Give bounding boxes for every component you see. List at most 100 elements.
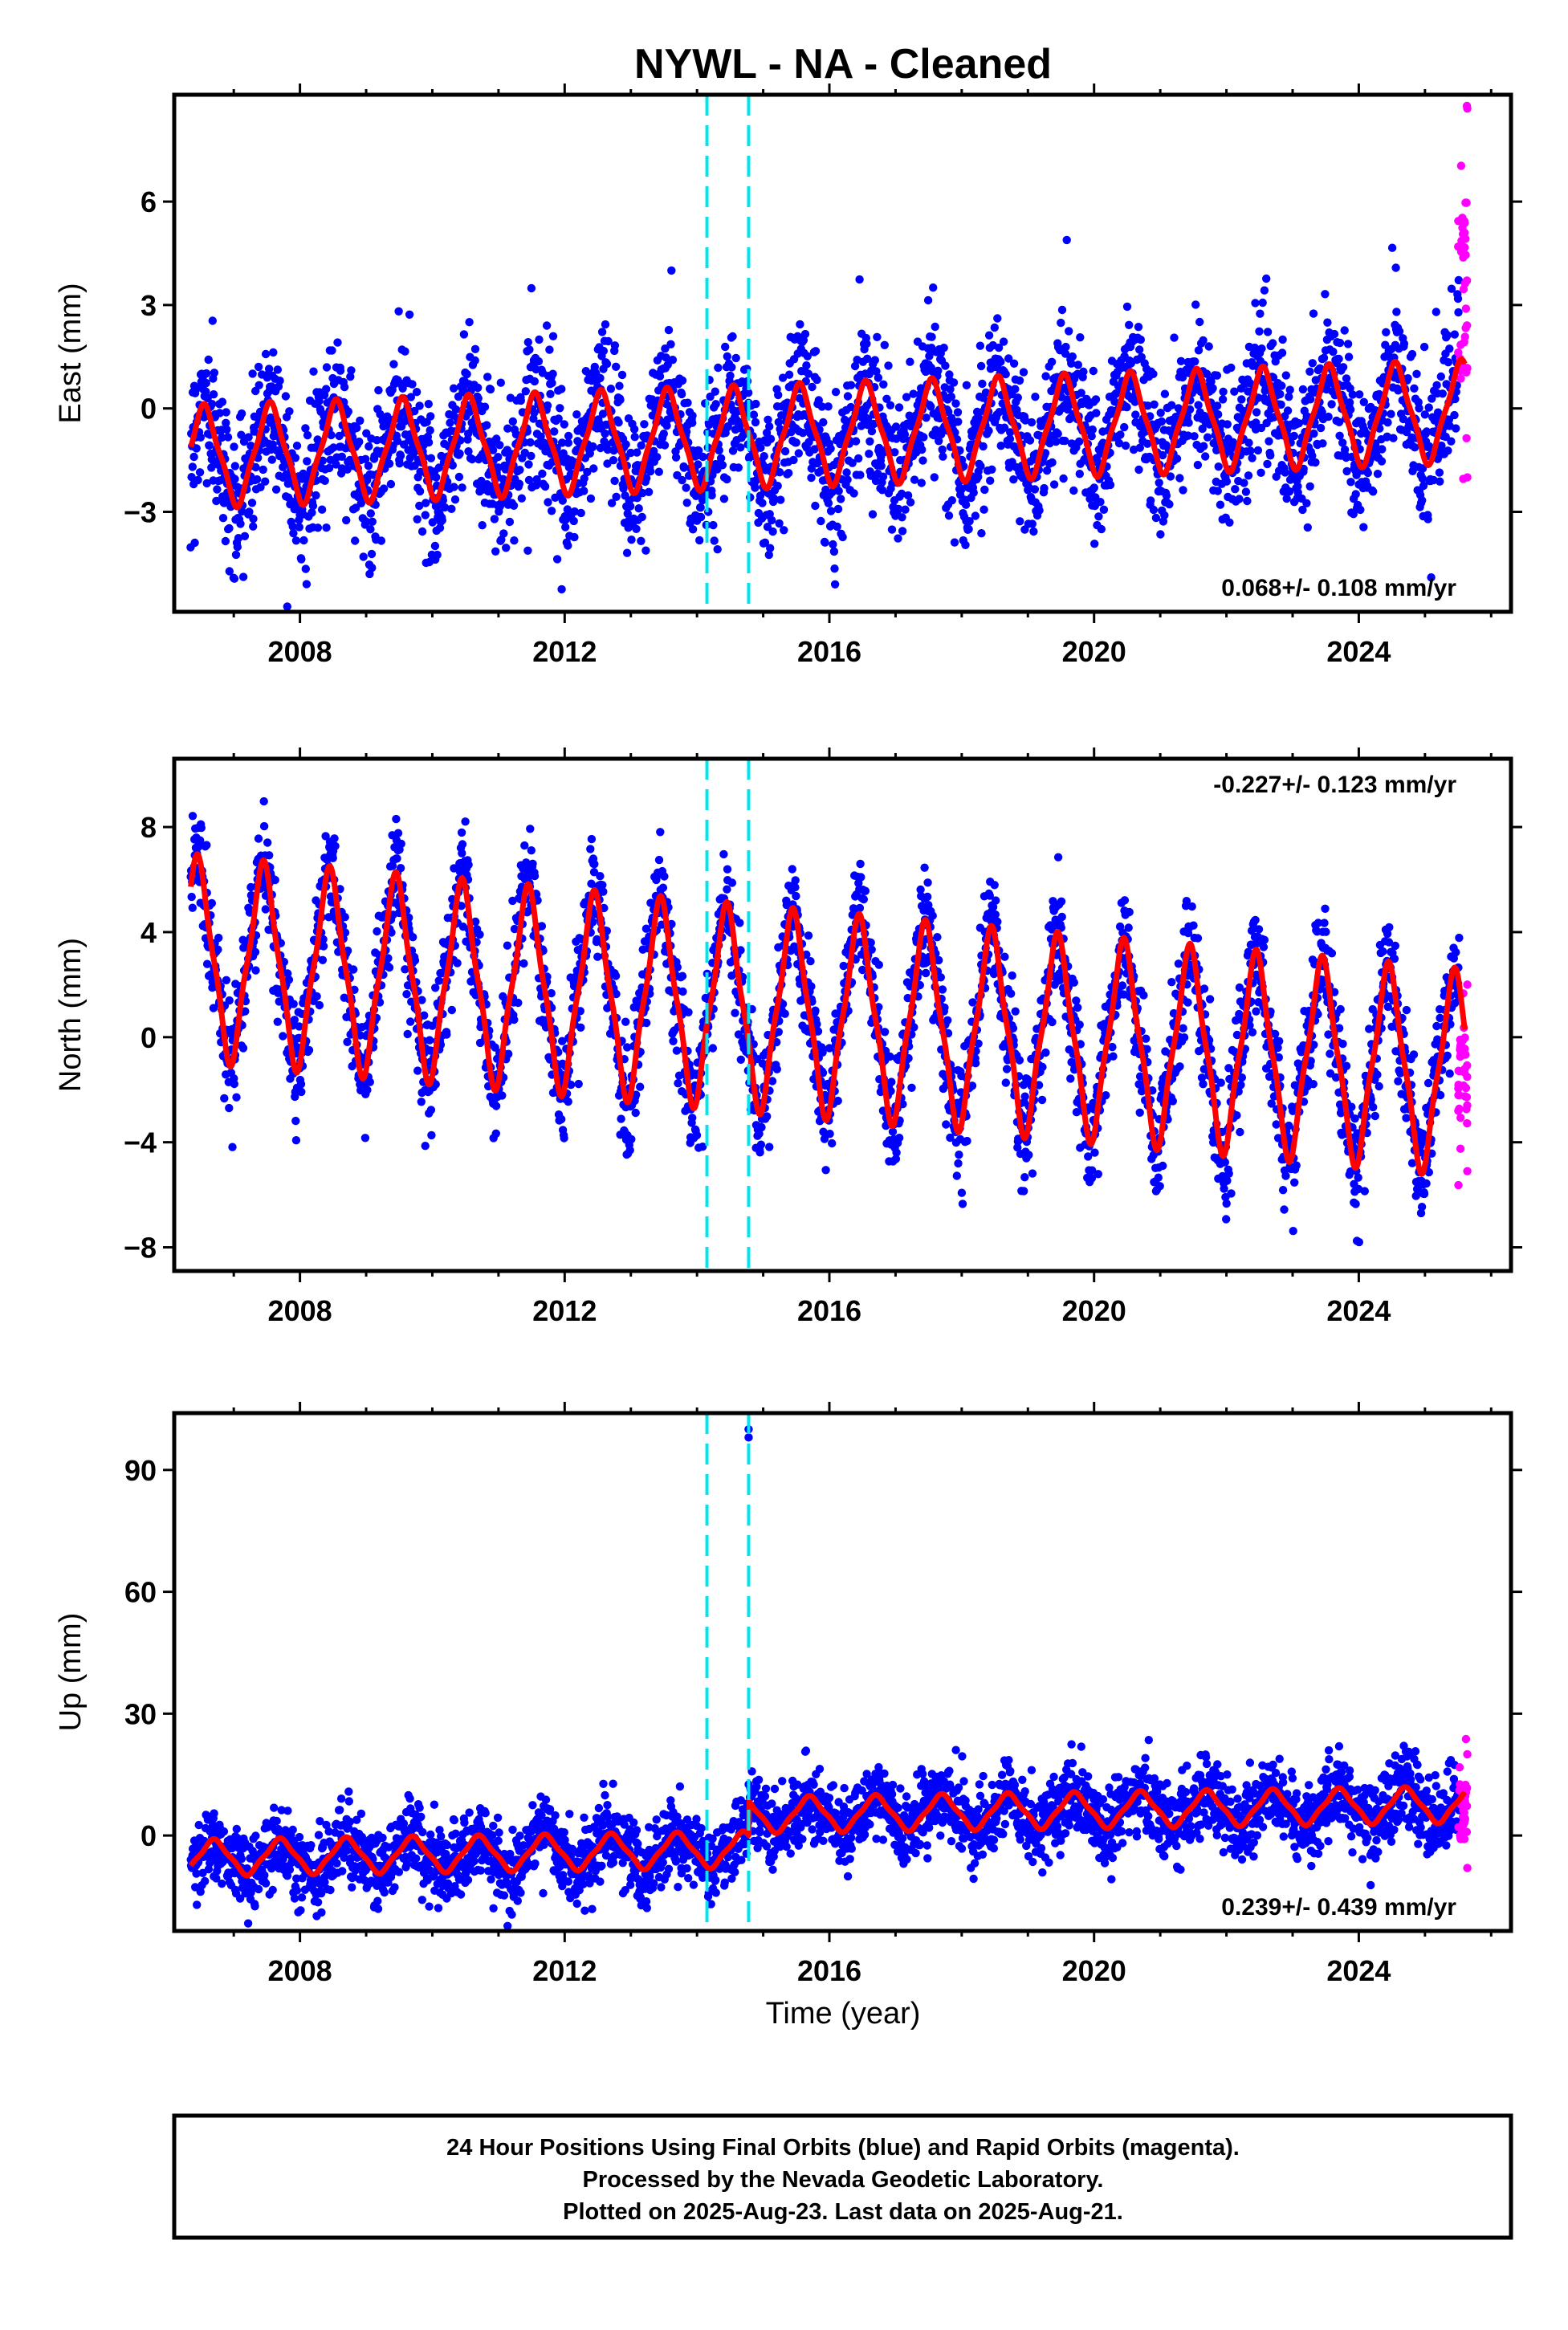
final-orbit-point [238,636,246,644]
final-orbit-point [1359,397,1369,406]
final-orbit-point [1201,452,1210,461]
final-orbit-point [1375,389,1384,399]
final-orbit-point [1184,418,1193,427]
final-orbit-point [708,1044,718,1053]
final-orbit-point [1001,369,1010,379]
final-orbit-point [1334,418,1344,426]
final-orbit-point [385,459,394,468]
final-orbit-point [410,406,419,416]
final-orbit-point [713,545,722,554]
final-orbit-point [503,424,512,433]
final-orbit-point [830,580,840,589]
final-orbit-point [1329,347,1338,356]
final-orbit-point [230,574,239,583]
final-orbit-point [1213,487,1223,495]
final-orbit-point [304,1045,314,1055]
final-orbit-point [342,515,351,525]
final-orbit-point [504,1049,513,1058]
final-orbit-point [682,483,690,492]
final-orbit-point [544,498,552,507]
final-orbit-point [711,387,719,396]
final-orbit-point [230,442,238,451]
final-orbit-point [1061,342,1070,352]
final-orbit-point [1114,438,1124,448]
final-orbit-point [527,283,536,293]
final-orbit-point [249,522,258,531]
final-orbit-point [187,892,196,902]
final-orbit-point [994,343,1004,352]
final-orbit-point [935,437,943,446]
final-orbit-point [1352,470,1361,479]
final-orbit-point [202,841,211,849]
final-orbit-point [1223,420,1232,429]
final-orbit-point [491,547,500,556]
final-orbit-point [969,488,978,497]
final-orbit-point [1176,356,1186,365]
final-orbit-point [237,430,246,439]
final-orbit-point [552,555,562,564]
final-orbit-point [330,834,339,843]
final-orbit-point [1437,441,1446,450]
final-orbit-point [626,502,635,511]
final-orbit-point [499,529,508,538]
final-orbit-point [256,483,265,491]
final-orbit-point [1009,359,1019,368]
final-orbit-point [427,1130,436,1140]
final-orbit-point [336,366,345,375]
final-orbit-point [589,442,597,451]
final-orbit-point [572,410,581,419]
final-orbit-point [368,517,377,526]
final-orbit-point [1030,485,1040,494]
final-orbit-point [653,453,662,462]
final-orbit-point [870,356,880,365]
final-orbit-point [291,454,300,462]
final-orbit-point [440,503,450,512]
final-orbit-point [900,430,910,439]
final-orbit-point [617,1114,625,1123]
final-orbit-point [829,540,837,549]
final-orbit-point [710,536,719,545]
final-orbit-point [834,487,843,495]
rapid-orbit-point [1454,242,1463,251]
final-orbit-point [1308,359,1318,368]
final-orbit-point [838,532,847,542]
final-orbit-point [1027,418,1037,427]
final-orbit-point [279,462,287,471]
final-orbit-point [751,476,761,485]
final-orbit-point [927,332,936,341]
final-orbit-point [1335,431,1344,440]
final-orbit-point [1324,412,1333,422]
final-orbit-point [826,507,836,515]
final-orbit-point [804,931,813,940]
final-orbit-point [1241,487,1251,496]
final-orbit-point [1250,343,1260,352]
final-orbit-point [426,454,436,462]
final-orbit-point [385,963,394,972]
final-orbit-point [1342,466,1351,476]
final-orbit-point [1091,395,1101,404]
final-orbit-point [774,390,783,400]
final-orbit-point [1258,298,1267,308]
final-orbit-point [1092,409,1101,418]
final-orbit-point [1216,500,1225,509]
final-orbit-point [688,525,698,534]
rapid-orbit-point [1458,230,1468,238]
final-orbit-point [961,540,970,549]
final-orbit-point [1389,434,1398,442]
final-orbit-point [394,307,403,316]
final-orbit-point [356,416,365,426]
final-orbit-point [1077,389,1085,397]
final-orbit-point [1414,397,1423,407]
final-orbit-point [1445,344,1454,353]
final-orbit-point [736,443,745,452]
final-orbit-point [1305,482,1314,491]
final-orbit-point [564,438,572,447]
final-orbit-point [848,458,857,467]
final-orbit-point [1089,483,1099,492]
final-orbit-point [811,501,820,511]
final-orbit-point [887,1077,896,1086]
final-orbit-point [542,321,552,330]
final-orbit-point [811,347,821,356]
final-orbit-point [695,536,704,545]
final-orbit-point [1253,446,1263,455]
